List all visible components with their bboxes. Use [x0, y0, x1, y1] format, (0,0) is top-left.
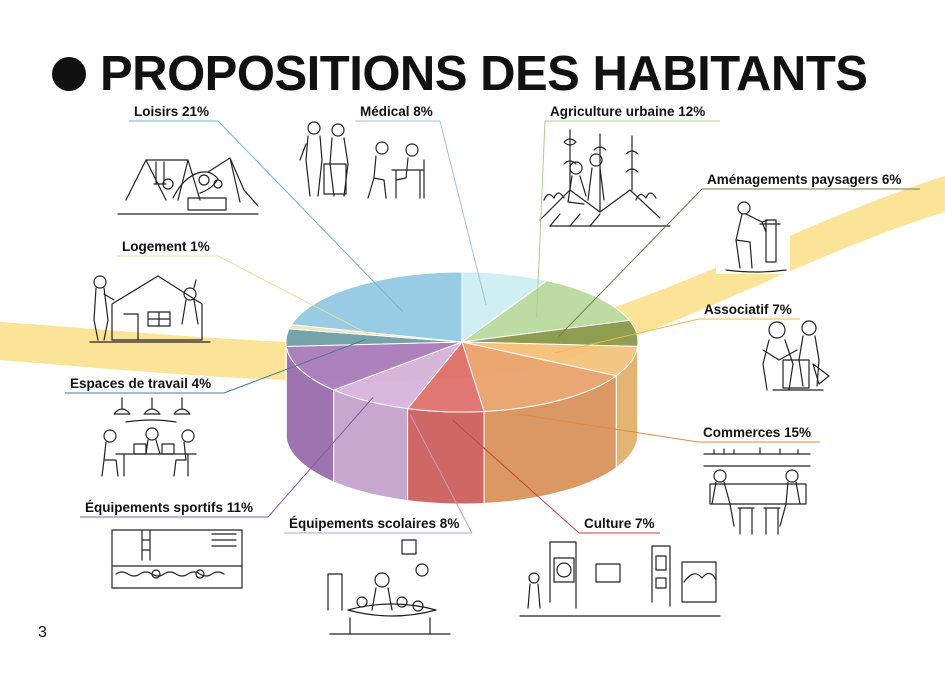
medical-consultation-sketch	[299, 121, 425, 199]
urban-garden-sketch	[539, 129, 671, 227]
decor-ribbon	[0, 176, 945, 382]
house-sketch	[89, 275, 211, 343]
label-amenagements-paysagers: Aménagements paysagers 6%	[707, 172, 901, 187]
landscaping-sketch	[716, 192, 790, 274]
leader-espaces-de-travail	[65, 339, 366, 394]
page-number: 3	[38, 624, 47, 641]
pie-slice-loisirs	[290, 271, 463, 343]
slice-labels: Médical 8% Agriculture urbaine 12% Aménage…	[70, 104, 901, 531]
leader-amenagements-paysagers	[557, 188, 920, 338]
pie-slices	[285, 271, 639, 505]
label-equipements-scolaires: Équipements scolaires 8%	[289, 516, 459, 531]
label-logement: Logement 1%	[122, 239, 210, 254]
label-loisirs: Loisirs 21%	[134, 104, 209, 119]
pie-slice-medical	[461, 271, 548, 343]
classroom-sketch	[327, 539, 451, 635]
leader-equipements-scolaires	[284, 414, 473, 534]
coworking-sketch	[101, 397, 197, 477]
leader-equipements-sportifs	[80, 396, 374, 518]
leader-culture	[452, 419, 660, 534]
label-culture: Culture 7%	[584, 516, 655, 531]
ribbon-band	[0, 176, 945, 382]
playground-sketch	[117, 157, 259, 215]
leader-medical	[355, 120, 487, 305]
bar-counter-sketch	[703, 447, 811, 535]
illustrations	[89, 121, 830, 635]
pie-slice-agriculture-urbaine	[461, 280, 631, 343]
swimming-pool-sketch	[111, 529, 243, 589]
leader-commerces	[516, 413, 820, 443]
pie-slice-commerces	[461, 341, 618, 412]
label-equipements-sportifs: Équipements sportifs 11%	[85, 500, 253, 515]
leader-loisirs	[129, 120, 404, 312]
workshop-sketch	[762, 320, 830, 391]
pie-slice-equipements-sportifs	[285, 341, 463, 391]
label-associatif: Associatif 7%	[704, 302, 792, 317]
label-agriculture-urbaine: Agriculture urbaine 12%	[550, 104, 705, 119]
leader-agriculture-urbaine	[536, 120, 720, 318]
slide-title: PROPOSITIONS DES HABITANTS	[100, 47, 868, 101]
label-leaders	[65, 120, 920, 534]
label-espaces-de-travail: Espaces de travail 4%	[70, 376, 211, 391]
label-medical: Médical 8%	[360, 104, 433, 119]
leader-associatif	[554, 318, 800, 354]
label-commerces: Commerces 15%	[703, 425, 811, 440]
leader-logement	[117, 255, 368, 335]
title-bullet-icon	[52, 57, 86, 91]
pie-slice-equipements-scolaires	[332, 340, 464, 410]
art-gallery-sketch	[519, 541, 721, 617]
pie-side-culture	[407, 408, 485, 505]
